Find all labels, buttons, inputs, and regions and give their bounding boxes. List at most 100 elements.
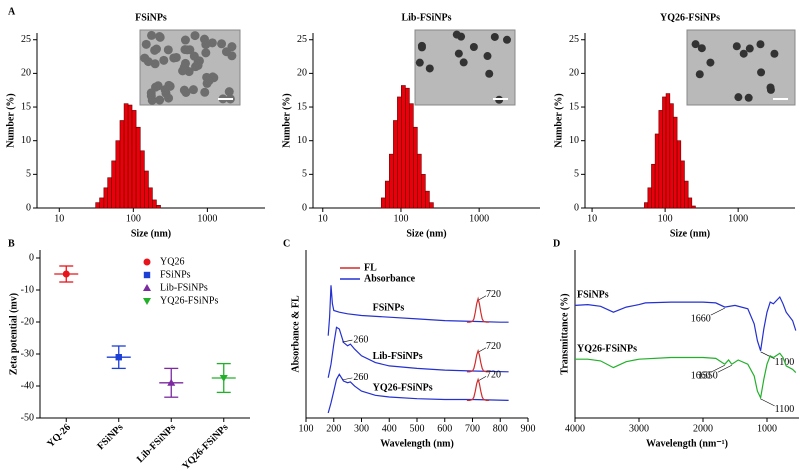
tem-particle — [691, 40, 700, 49]
tem-particle — [732, 42, 741, 51]
tem-particle — [140, 53, 150, 63]
peak-leader — [717, 364, 732, 373]
tem-particle — [770, 49, 779, 58]
tem-particle — [180, 35, 190, 45]
x-axis-label: Wavelength (nm) — [380, 438, 454, 449]
legend-label: YQ26 — [160, 256, 184, 267]
fl-line — [466, 348, 490, 373]
legend-marker — [143, 258, 151, 266]
x-tick-label: 900 — [521, 423, 536, 434]
tem-particle — [217, 39, 227, 49]
tem-particle — [193, 60, 203, 70]
bar — [152, 199, 157, 209]
y-tick-label: -10 — [21, 284, 34, 295]
y-tick-label: 5 — [26, 169, 31, 180]
y-tick-label: 25 — [569, 34, 579, 45]
y-tick-label: -20 — [21, 316, 34, 327]
bar — [647, 187, 652, 209]
chart-title: FSiNPs — [135, 12, 167, 23]
tem-particle — [454, 49, 463, 58]
peak-leader — [478, 376, 487, 381]
x-tick-label: Lib-FSiNPs — [135, 422, 178, 465]
y-axis-label: Number (%) — [5, 93, 16, 148]
tem-particle — [697, 44, 706, 53]
x-tick-label: 1000 — [197, 213, 217, 224]
tem-particle — [459, 58, 468, 67]
x-tick-label: 4000 — [565, 423, 585, 434]
peak-label: 1660 — [691, 313, 711, 324]
tem-particle — [169, 53, 179, 63]
legend-label: YQ26-FSiNPs — [160, 295, 218, 306]
legend-marker — [143, 271, 151, 279]
peak-leader — [710, 364, 725, 373]
peak-leader — [710, 307, 725, 316]
bar — [684, 180, 689, 209]
sample-label: YQ26-FSiNPs — [577, 343, 637, 354]
x-tick-label: 1000 — [469, 213, 489, 224]
point — [115, 354, 122, 361]
spectrum-line — [327, 373, 509, 414]
bar — [680, 160, 685, 209]
tem-particle — [160, 85, 170, 95]
legend-label: Absorbance — [364, 273, 416, 284]
tem-particle — [147, 30, 157, 40]
tem-particle — [695, 70, 704, 79]
tem-particle — [744, 93, 753, 102]
x-tick-label: 100 — [658, 213, 673, 224]
tem-particle — [155, 95, 165, 105]
tem-particle — [141, 39, 151, 49]
y-axis-label: Transmittance (%) — [559, 293, 570, 374]
legend-label: FL — [364, 262, 377, 273]
x-tick-label: 500 — [410, 423, 425, 434]
y-axis-label: Number (%) — [281, 93, 292, 148]
tem-particle — [147, 95, 157, 105]
y-tick-label: 5 — [302, 169, 307, 180]
y-tick-label: 20 — [297, 68, 307, 79]
y-tick-label: 20 — [569, 68, 579, 79]
x-tick-label: 300 — [354, 423, 369, 434]
bar — [429, 202, 434, 209]
tem-particle — [452, 30, 461, 39]
chart-title: Lib-FSiNPs — [401, 12, 451, 23]
peak-label: 1660 — [691, 371, 711, 382]
peak-leader — [760, 351, 775, 360]
bar — [405, 87, 410, 209]
x-tick-label: 200 — [326, 423, 341, 434]
panel-letter: A — [8, 6, 16, 17]
tem-particle — [483, 52, 492, 61]
spectrum-line — [575, 352, 797, 400]
bar — [144, 170, 149, 209]
bar — [417, 153, 422, 209]
bar — [99, 197, 105, 209]
bar — [669, 103, 674, 209]
x-tick-label: 1000 — [757, 423, 777, 434]
y-tick-label: 10 — [21, 135, 31, 146]
x-tick-label: 700 — [465, 423, 480, 434]
y-tick-label: 0 — [302, 202, 307, 213]
peak-label: 720 — [486, 370, 501, 381]
tem-particle — [207, 38, 217, 48]
panel-letter: B — [8, 238, 15, 249]
sample-label: Lib-FSiNPs — [373, 351, 423, 362]
tem-particle — [745, 44, 754, 53]
sample-label: FSiNPs — [373, 302, 405, 313]
tem-particle — [490, 32, 499, 41]
bar — [111, 160, 117, 209]
y-tick-label: 15 — [21, 101, 31, 112]
x-tick-label: 100 — [126, 213, 141, 224]
tem-inset — [686, 29, 796, 106]
tem-particle — [200, 87, 210, 97]
legend-label: Lib-FSiNPs — [160, 282, 208, 293]
bar — [409, 103, 414, 209]
bar — [107, 177, 112, 209]
tem-particle — [739, 49, 748, 58]
bar — [148, 187, 153, 209]
bar — [425, 190, 430, 209]
bar — [389, 153, 394, 209]
bar — [651, 163, 656, 209]
tem-particle — [190, 31, 200, 41]
peak-leader — [478, 347, 487, 353]
spectrum-line — [327, 285, 509, 336]
sample-label: FSiNPs — [577, 290, 609, 301]
tem-particle — [734, 93, 743, 102]
